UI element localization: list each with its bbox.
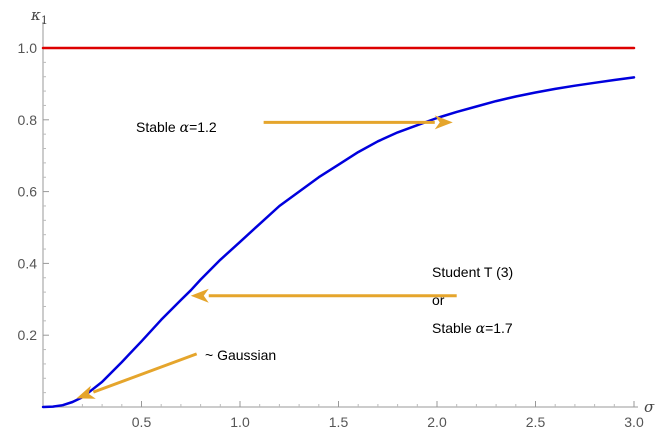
y-tick-label: 0.2: [18, 327, 38, 343]
y-tick-label: 1.0: [18, 40, 38, 56]
y-tick-label: 0.6: [18, 184, 38, 200]
x-tick-label: 1.5: [329, 414, 349, 430]
annotation-arrow-head: [76, 385, 96, 399]
y-tick-label: 0.4: [18, 255, 38, 271]
y-ticks: 0.2 0.4 0.6 0.8 1.0: [18, 40, 49, 394]
axes: 0.5 1.0 1.5 2.0 2.5 3.0 0.2 0.4 0.6 0.8 1.0 σ κ1: [18, 6, 655, 430]
x-axis-label: σ: [644, 398, 655, 416]
y-tick-label: 0.8: [18, 112, 38, 128]
annotation-student-t: Student T (3): [432, 264, 513, 280]
x-tick-label: 0.5: [132, 414, 152, 430]
x-ticks: 0.5 1.0 1.5 2.0 2.5 3.0: [62, 401, 644, 430]
x-tick-label: 2.0: [427, 414, 447, 430]
series-line-blue: [41, 76, 636, 409]
y-axis-label: κ1: [30, 6, 48, 27]
annotation-arrow-head: [190, 288, 209, 303]
annotation-stable-alpha-1-2: Stable α=1.2: [136, 119, 217, 136]
x-tick-label: 2.5: [526, 414, 546, 430]
series-layer: [41, 46, 636, 409]
annotation-layer: Stable α=1.2 Student T (3) or Stable α=1…: [76, 115, 513, 399]
annotation-arrow-shaft: [92, 352, 198, 394]
x-tick-label: 1.0: [230, 414, 250, 430]
annotation-gaussian: ~ Gaussian: [205, 347, 276, 363]
annotation-arrow-head: [434, 115, 453, 130]
annotation-stable-alpha-1-7: Stable α=1.7: [432, 320, 513, 337]
x-tick-label: 3.0: [624, 414, 644, 430]
